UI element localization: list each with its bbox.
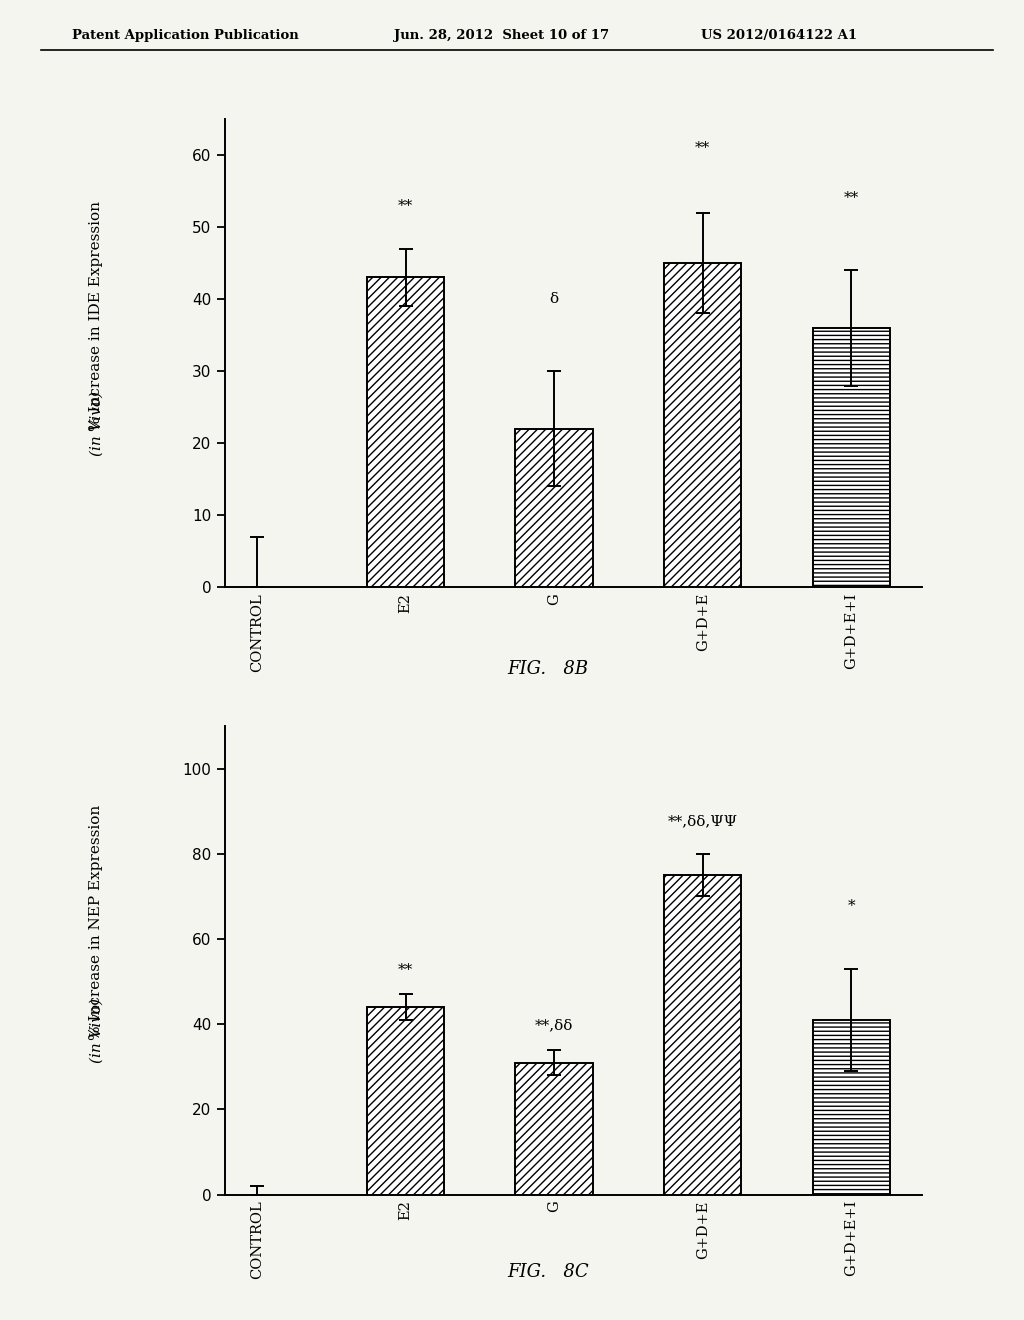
Bar bbox=[665, 875, 741, 1195]
Text: Patent Application Publication: Patent Application Publication bbox=[72, 29, 298, 42]
Bar bbox=[515, 429, 593, 587]
Bar bbox=[813, 1020, 890, 1195]
Bar bbox=[515, 1063, 593, 1195]
Text: **,δδ,ΨΨ: **,δδ,ΨΨ bbox=[668, 814, 737, 828]
Text: % Increase in NEP Expression: % Increase in NEP Expression bbox=[89, 805, 103, 1040]
Bar bbox=[367, 1007, 444, 1195]
Text: **,δδ: **,δδ bbox=[535, 1019, 573, 1032]
Bar bbox=[665, 263, 741, 587]
Text: (in Vivo): (in Vivo) bbox=[89, 998, 103, 1063]
Text: US 2012/0164122 A1: US 2012/0164122 A1 bbox=[701, 29, 857, 42]
Text: % Increase in IDE Expression: % Increase in IDE Expression bbox=[89, 201, 103, 430]
Bar bbox=[813, 327, 890, 587]
Text: **: ** bbox=[695, 141, 711, 154]
Bar bbox=[367, 277, 444, 587]
Text: **: ** bbox=[398, 964, 413, 977]
Text: **: ** bbox=[844, 191, 859, 206]
Text: Jun. 28, 2012  Sheet 10 of 17: Jun. 28, 2012 Sheet 10 of 17 bbox=[394, 29, 609, 42]
Text: **: ** bbox=[398, 198, 413, 213]
Text: FIG.   8B: FIG. 8B bbox=[507, 660, 589, 678]
Text: δ: δ bbox=[550, 292, 559, 306]
Text: FIG.   8C: FIG. 8C bbox=[507, 1263, 589, 1282]
Text: (in Vivo): (in Vivo) bbox=[89, 391, 103, 455]
Text: *: * bbox=[848, 899, 855, 913]
